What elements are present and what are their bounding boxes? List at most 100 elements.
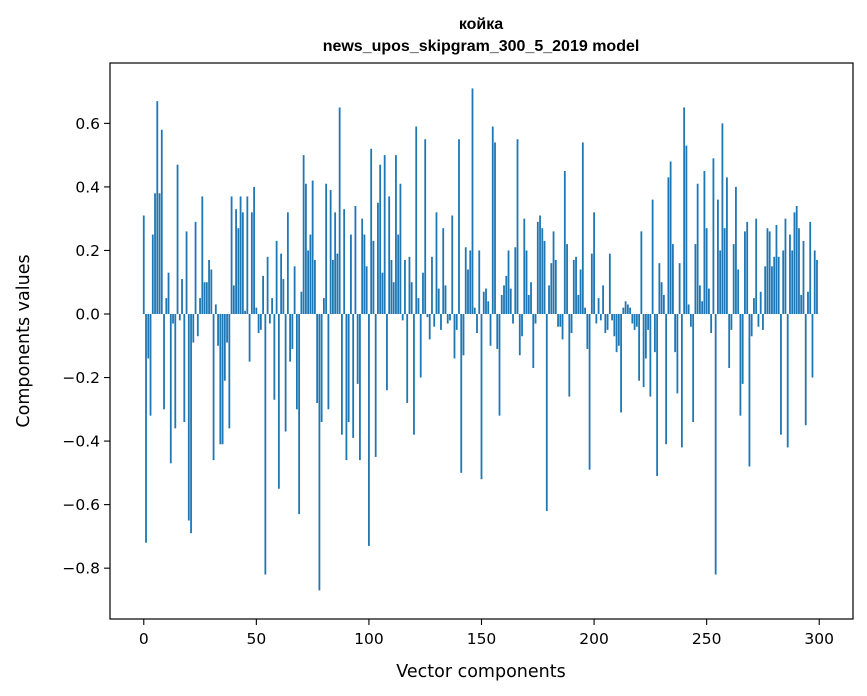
bar-162 xyxy=(507,250,510,314)
bar-167 xyxy=(518,313,521,356)
bar-226 xyxy=(651,199,654,314)
bar-66 xyxy=(291,313,294,349)
bar-35 xyxy=(221,313,224,445)
bar-4 xyxy=(151,234,154,314)
bar-205 xyxy=(604,313,607,334)
bar-84 xyxy=(332,259,334,314)
bar-125 xyxy=(424,139,427,314)
bar-270 xyxy=(750,313,753,337)
bar-128 xyxy=(431,256,433,314)
bar-109 xyxy=(388,196,391,314)
bar-288 xyxy=(791,250,794,314)
bar-155 xyxy=(491,126,494,314)
bar-290 xyxy=(795,205,798,314)
bar-227 xyxy=(653,313,656,353)
bar-52 xyxy=(259,313,262,330)
bar-251 xyxy=(708,288,710,314)
bar-177 xyxy=(541,228,544,314)
bar-80 xyxy=(322,298,325,314)
bar-69 xyxy=(298,313,301,515)
bar-287 xyxy=(789,234,791,314)
bar-234 xyxy=(669,161,672,314)
y-axis-ticks: −0.8 −0.6 −0.4 −0.2 0.0 0.2 0.4 0.6 xyxy=(62,115,110,578)
x-tick-label: 150 xyxy=(467,630,497,648)
bar-206 xyxy=(606,313,609,330)
bar-196 xyxy=(584,307,586,314)
bar-281 xyxy=(775,225,778,314)
bar-101 xyxy=(370,148,373,314)
bar-260 xyxy=(728,313,731,368)
bar-48 xyxy=(250,212,253,314)
bar-178 xyxy=(543,240,546,314)
bar-50 xyxy=(255,307,258,314)
bar-157 xyxy=(496,313,499,349)
bar-279 xyxy=(771,266,773,314)
bar-38 xyxy=(228,313,231,429)
bar-117 xyxy=(406,313,409,403)
bar-156 xyxy=(494,142,496,314)
bar-225 xyxy=(649,313,652,397)
bar-139 xyxy=(455,313,458,330)
bar-297 xyxy=(811,313,814,378)
bar-229 xyxy=(658,263,661,314)
bar-34 xyxy=(219,313,222,445)
bar-195 xyxy=(581,142,584,314)
bar-148 xyxy=(476,313,478,334)
bar-112 xyxy=(395,155,397,314)
bar-98 xyxy=(363,234,366,314)
bar-58 xyxy=(273,313,276,400)
bar-53 xyxy=(262,275,264,314)
bar-269 xyxy=(748,313,751,467)
bar-82 xyxy=(327,313,330,410)
bar-187 xyxy=(563,171,566,314)
bar-85 xyxy=(334,212,337,314)
x-tick-label: 100 xyxy=(354,630,384,648)
bar-267 xyxy=(744,231,746,314)
bar-31 xyxy=(212,313,215,461)
bar-18 xyxy=(183,313,186,423)
bar-200 xyxy=(593,212,595,314)
bar-127 xyxy=(428,313,431,340)
bar-176 xyxy=(539,215,541,314)
bar-9 xyxy=(163,313,165,410)
bar-209 xyxy=(613,313,616,337)
bar-295 xyxy=(807,291,809,314)
bar-121 xyxy=(415,126,418,314)
bar-275 xyxy=(762,313,764,330)
bar-97 xyxy=(361,218,364,314)
bar-44 xyxy=(241,212,244,314)
x-tick-label: 50 xyxy=(246,630,266,648)
bar-149 xyxy=(478,250,481,314)
bar-154 xyxy=(489,313,492,346)
bar-118 xyxy=(408,256,411,314)
bar-116 xyxy=(404,259,406,314)
bar-83 xyxy=(329,190,332,314)
bar-5 xyxy=(154,193,156,314)
bar-78 xyxy=(318,313,321,591)
bar-93 xyxy=(352,313,355,438)
bar-79 xyxy=(320,313,323,423)
bar-100 xyxy=(368,313,370,546)
bar-296 xyxy=(809,221,812,314)
bar-239 xyxy=(680,313,683,448)
chart-subtitle: news_upos_skipgram_300_5_2019 model xyxy=(323,38,640,55)
plot-frame xyxy=(109,62,854,620)
bar-164 xyxy=(512,313,514,324)
bar-46 xyxy=(246,196,249,314)
bar-188 xyxy=(566,244,568,314)
y-tick-label: 0.2 xyxy=(75,242,100,260)
bar-160 xyxy=(503,285,505,314)
bar-238 xyxy=(678,263,681,314)
bar-182 xyxy=(552,231,555,314)
bar-190 xyxy=(570,313,573,334)
bar-286 xyxy=(786,313,789,448)
bar-191 xyxy=(572,259,575,314)
bar-19 xyxy=(185,231,188,314)
bar-218 xyxy=(633,313,636,330)
bar-254 xyxy=(714,313,717,575)
bar-282 xyxy=(777,256,780,314)
bar-201 xyxy=(595,313,598,324)
bar-244 xyxy=(692,313,695,423)
bar-29 xyxy=(208,259,210,314)
bar-235 xyxy=(671,244,674,314)
